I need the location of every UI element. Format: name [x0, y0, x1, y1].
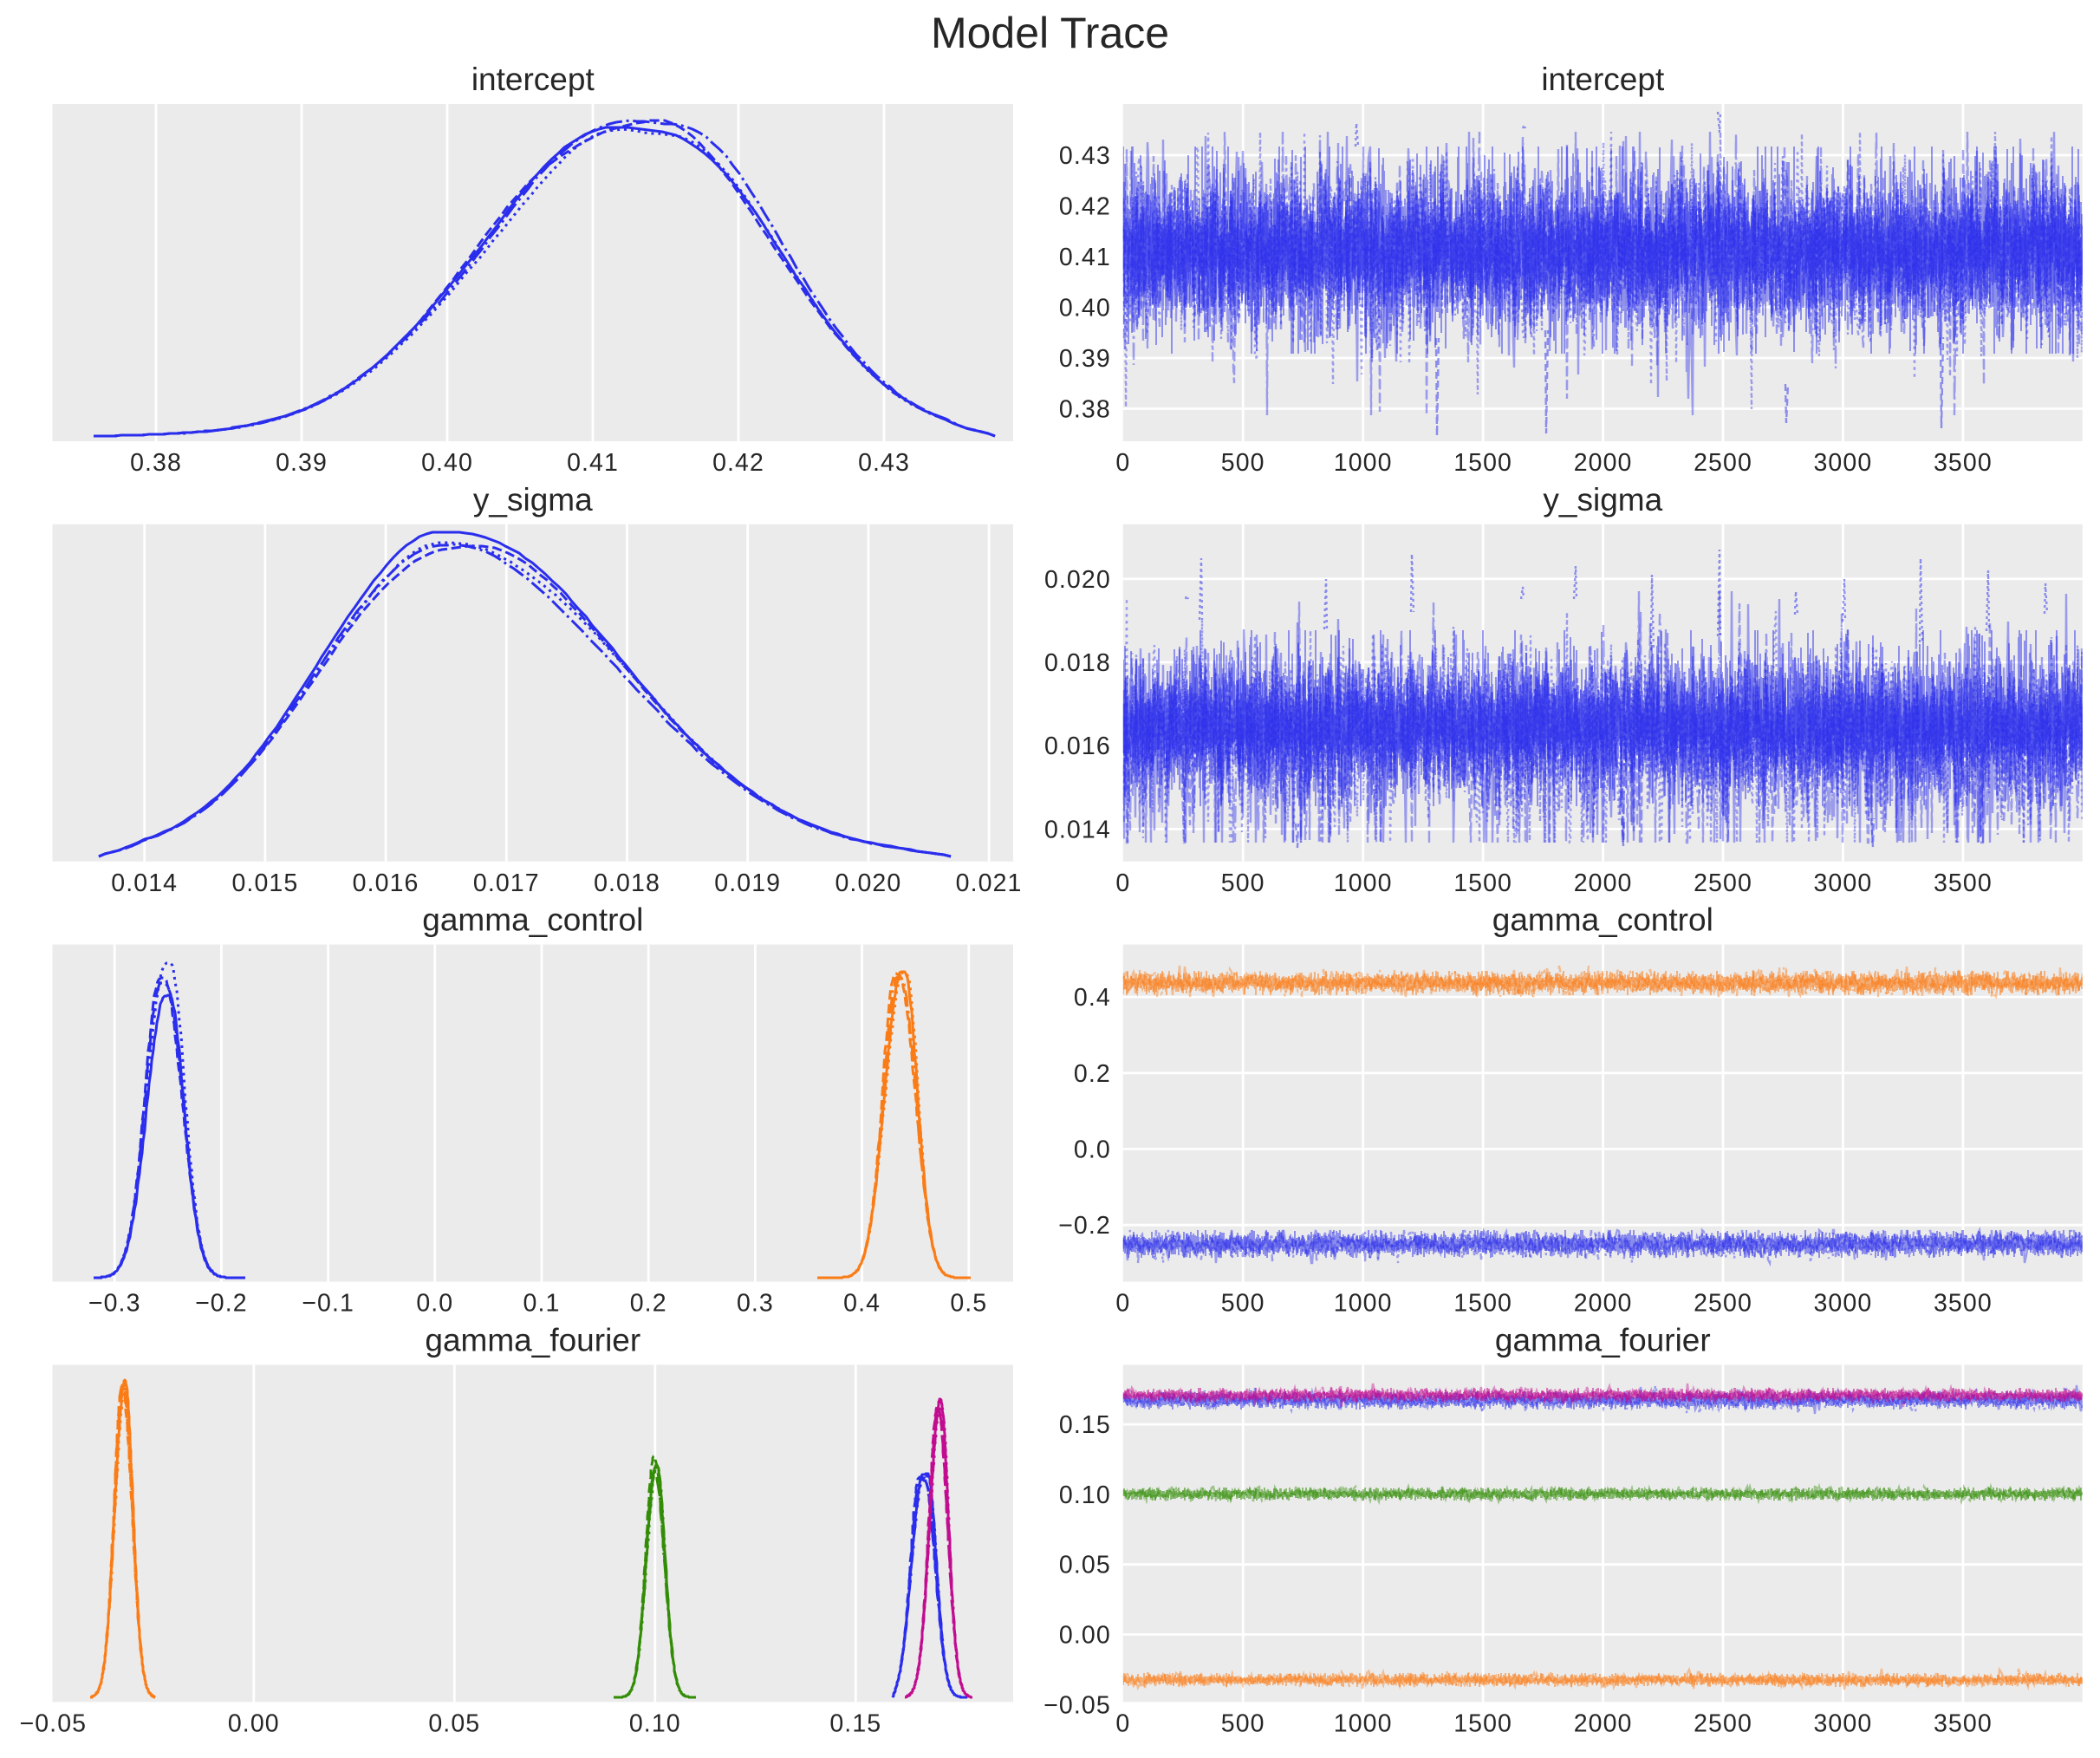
svg-text:0.05: 0.05: [1059, 1552, 1111, 1579]
svg-text:−0.3: −0.3: [88, 1290, 141, 1318]
svg-text:0.40: 0.40: [421, 449, 473, 477]
svg-text:500: 500: [1221, 869, 1265, 897]
svg-text:0.016: 0.016: [1044, 732, 1111, 760]
svg-text:0.020: 0.020: [835, 869, 901, 897]
svg-text:gamma_control: gamma_control: [422, 902, 643, 938]
svg-text:intercept: intercept: [471, 62, 595, 97]
svg-text:gamma_control: gamma_control: [1492, 902, 1713, 938]
svg-text:0.00: 0.00: [1059, 1622, 1111, 1650]
svg-text:Model Trace: Model Trace: [931, 9, 1169, 57]
svg-text:3000: 3000: [1813, 1709, 1872, 1737]
svg-text:1500: 1500: [1453, 1709, 1512, 1737]
svg-text:0.2: 0.2: [630, 1290, 667, 1318]
svg-text:0.0: 0.0: [1074, 1136, 1111, 1164]
svg-text:0.0: 0.0: [416, 1290, 453, 1318]
svg-text:2000: 2000: [1574, 449, 1633, 477]
svg-text:1500: 1500: [1453, 1290, 1512, 1318]
svg-text:−0.2: −0.2: [1058, 1212, 1111, 1240]
svg-text:2500: 2500: [1694, 449, 1752, 477]
svg-text:3500: 3500: [1934, 449, 1993, 477]
svg-text:0.15: 0.15: [829, 1709, 881, 1737]
svg-text:0.10: 0.10: [629, 1709, 681, 1737]
svg-text:0.4: 0.4: [1074, 984, 1111, 1012]
svg-text:0.3: 0.3: [737, 1290, 774, 1318]
svg-text:0.015: 0.015: [231, 869, 298, 897]
svg-text:2000: 2000: [1574, 869, 1633, 897]
svg-text:0: 0: [1115, 1709, 1130, 1737]
svg-text:0.39: 0.39: [276, 449, 328, 477]
svg-text:1000: 1000: [1334, 449, 1393, 477]
svg-text:0.42: 0.42: [1059, 193, 1111, 221]
svg-text:3500: 3500: [1934, 1709, 1993, 1737]
svg-text:y_sigma: y_sigma: [473, 482, 593, 518]
svg-text:2500: 2500: [1694, 1709, 1752, 1737]
svg-text:0.43: 0.43: [1059, 142, 1111, 170]
svg-text:1000: 1000: [1334, 1709, 1393, 1737]
svg-text:500: 500: [1221, 1709, 1265, 1737]
svg-text:0.05: 0.05: [428, 1709, 480, 1737]
svg-text:0.018: 0.018: [1044, 649, 1111, 677]
svg-text:2500: 2500: [1694, 1290, 1752, 1318]
svg-text:0.41: 0.41: [1059, 244, 1111, 271]
svg-text:−0.05: −0.05: [19, 1709, 87, 1737]
svg-text:2000: 2000: [1574, 1709, 1633, 1737]
svg-text:0.017: 0.017: [473, 869, 540, 897]
svg-text:0.41: 0.41: [567, 449, 619, 477]
svg-text:1000: 1000: [1334, 869, 1393, 897]
svg-text:0.014: 0.014: [111, 869, 178, 897]
svg-text:−0.2: −0.2: [195, 1290, 248, 1318]
svg-text:intercept: intercept: [1541, 62, 1665, 97]
svg-text:3000: 3000: [1813, 869, 1872, 897]
svg-text:0.021: 0.021: [956, 869, 1023, 897]
svg-text:0: 0: [1115, 449, 1130, 477]
svg-text:3000: 3000: [1813, 449, 1872, 477]
svg-text:0.1: 0.1: [523, 1290, 561, 1318]
svg-text:0.39: 0.39: [1059, 345, 1111, 373]
svg-text:3500: 3500: [1934, 1290, 1993, 1318]
svg-text:3500: 3500: [1934, 869, 1993, 897]
svg-text:gamma_fourier: gamma_fourier: [425, 1322, 640, 1358]
svg-text:0.4: 0.4: [843, 1290, 881, 1318]
svg-text:2000: 2000: [1574, 1290, 1633, 1318]
svg-text:0.38: 0.38: [1059, 396, 1111, 424]
svg-text:−0.1: −0.1: [302, 1290, 354, 1318]
svg-text:0.38: 0.38: [130, 449, 182, 477]
svg-text:500: 500: [1221, 1290, 1265, 1318]
svg-text:0.5: 0.5: [950, 1290, 987, 1318]
svg-text:500: 500: [1221, 449, 1265, 477]
svg-text:0.40: 0.40: [1059, 295, 1111, 322]
svg-text:0.00: 0.00: [228, 1709, 280, 1737]
svg-text:1000: 1000: [1334, 1290, 1393, 1318]
svg-text:0.2: 0.2: [1074, 1060, 1111, 1088]
svg-text:0.43: 0.43: [858, 449, 910, 477]
svg-text:0.15: 0.15: [1059, 1411, 1111, 1439]
svg-text:0: 0: [1115, 1290, 1130, 1318]
svg-text:0: 0: [1115, 869, 1130, 897]
svg-text:0.016: 0.016: [353, 869, 419, 897]
svg-text:−0.05: −0.05: [1043, 1691, 1111, 1719]
svg-text:y_sigma: y_sigma: [1543, 482, 1662, 518]
svg-text:0.018: 0.018: [594, 869, 660, 897]
svg-text:0.020: 0.020: [1044, 566, 1111, 594]
svg-text:0.014: 0.014: [1044, 816, 1111, 843]
svg-text:0.019: 0.019: [714, 869, 781, 897]
svg-text:0.42: 0.42: [712, 449, 764, 477]
svg-text:0.10: 0.10: [1059, 1481, 1111, 1509]
svg-text:1500: 1500: [1453, 869, 1512, 897]
svg-text:2500: 2500: [1694, 869, 1752, 897]
svg-text:1500: 1500: [1453, 449, 1512, 477]
svg-text:3000: 3000: [1813, 1290, 1872, 1318]
svg-text:gamma_fourier: gamma_fourier: [1495, 1322, 1711, 1358]
